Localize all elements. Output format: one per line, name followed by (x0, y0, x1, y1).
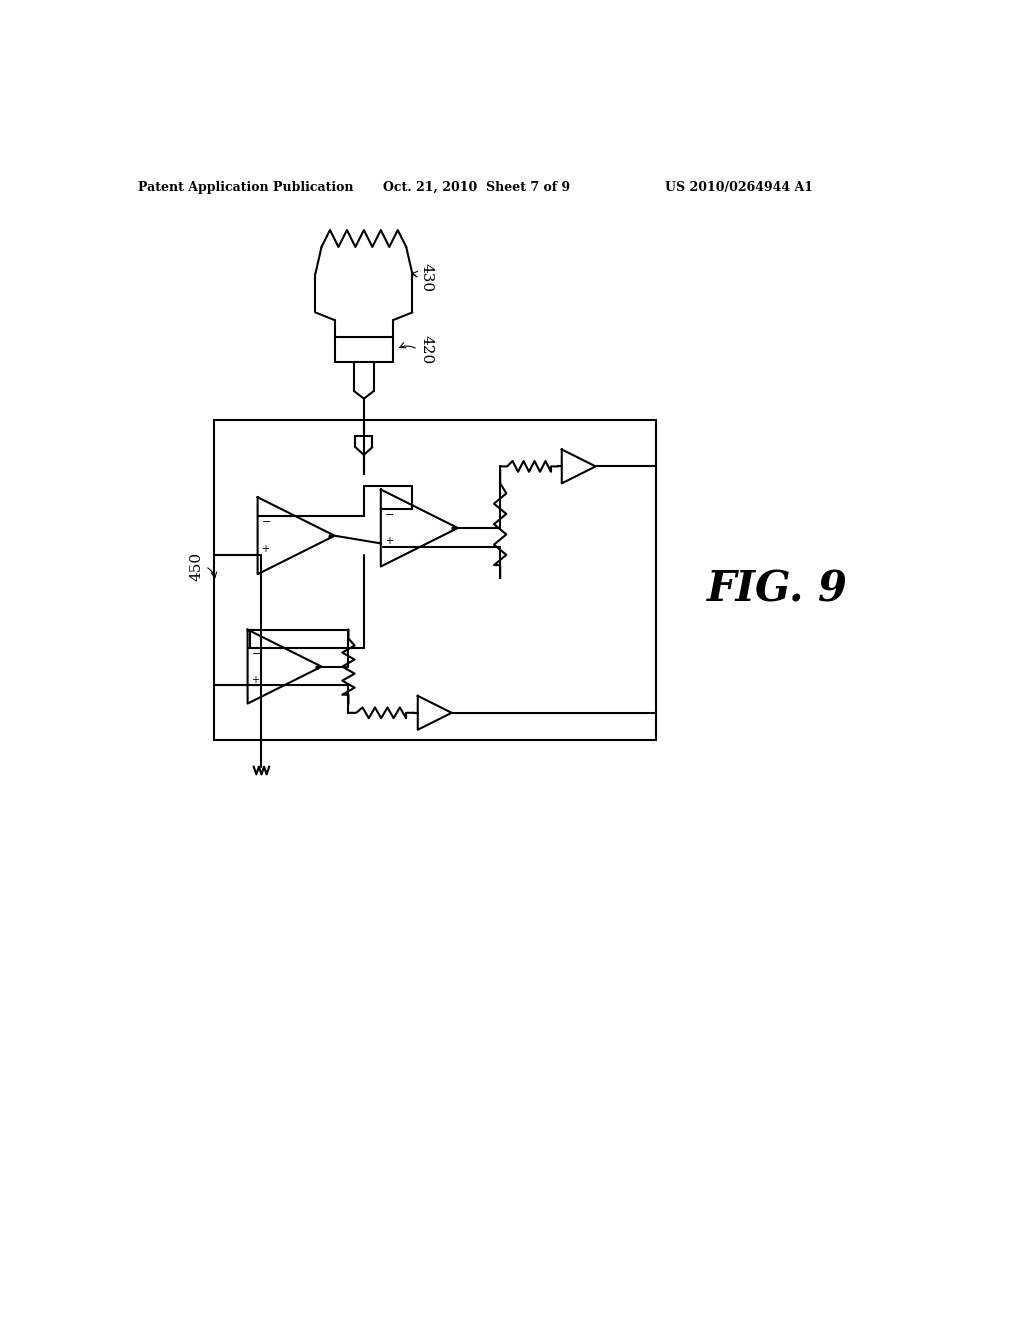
Text: −: − (261, 517, 270, 527)
Text: +: + (261, 544, 269, 554)
Text: US 2010/0264944 A1: US 2010/0264944 A1 (665, 181, 813, 194)
Text: 430: 430 (419, 263, 433, 292)
Text: −: − (385, 510, 394, 520)
Text: 420: 420 (419, 335, 433, 364)
Text: 450: 450 (189, 552, 204, 581)
Text: +: + (252, 675, 259, 685)
Bar (214, 420, 656, 739)
Text: +: + (385, 536, 392, 546)
Text: Oct. 21, 2010  Sheet 7 of 9: Oct. 21, 2010 Sheet 7 of 9 (384, 181, 570, 194)
Text: Patent Application Publication: Patent Application Publication (138, 181, 354, 194)
Text: FIG. 9: FIG. 9 (707, 569, 848, 611)
Text: −: − (252, 648, 261, 659)
